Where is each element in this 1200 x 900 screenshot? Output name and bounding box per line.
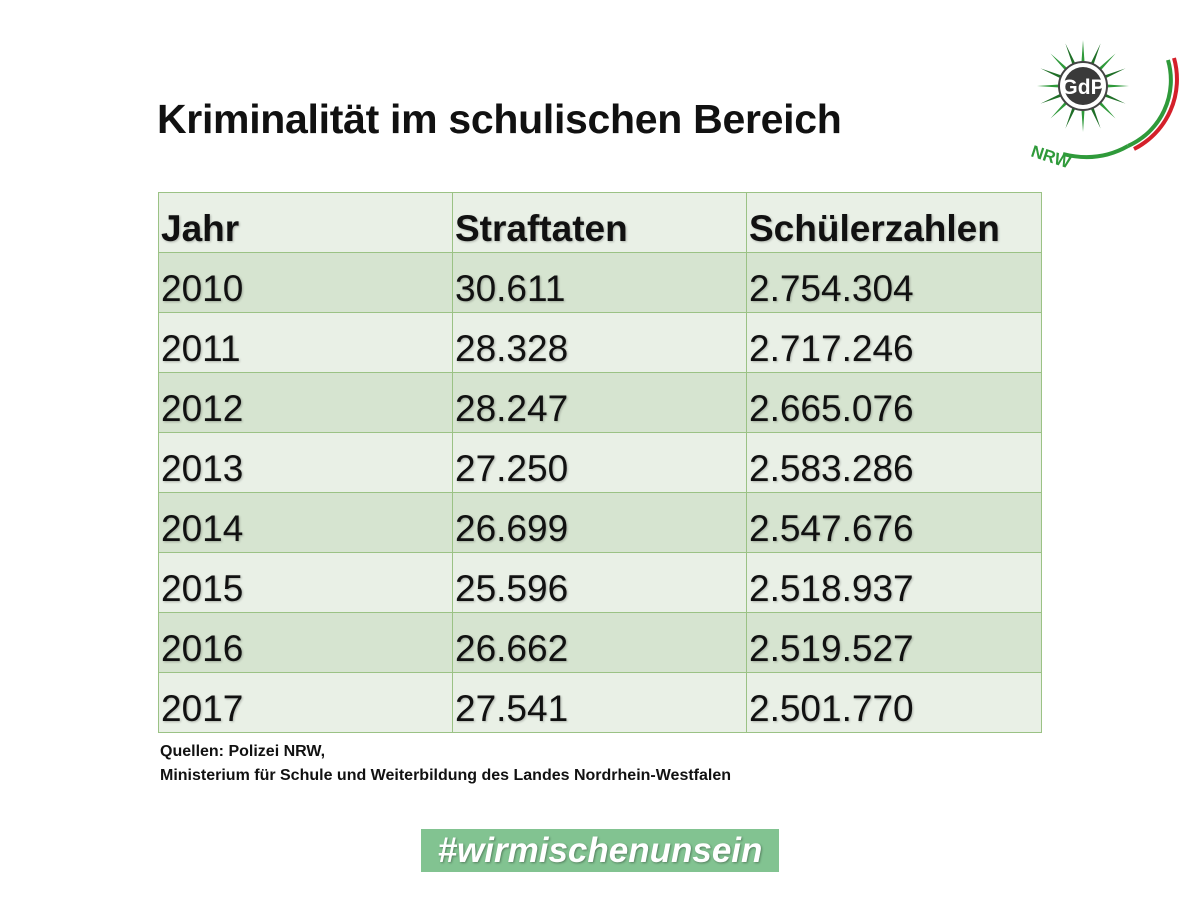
source-notes: Quellen: Polizei NRW, Ministerium für Sc… xyxy=(160,740,731,788)
table-row: 2016 26.662 2.519.527 xyxy=(158,612,1042,673)
cell-year: 2012 xyxy=(158,372,453,433)
cell-students: 2.665.076 xyxy=(746,372,1042,433)
police-star-logo-icon: GdP NRW xyxy=(1029,40,1179,173)
cell-offenses: 27.250 xyxy=(452,432,747,493)
table-row: 2017 27.541 2.501.770 xyxy=(158,672,1042,733)
header-offenses: Straftaten xyxy=(452,192,747,253)
table-row: 2013 27.250 2.583.286 xyxy=(158,432,1042,493)
cell-year: 2010 xyxy=(158,252,453,313)
table-row: 2015 25.596 2.518.937 xyxy=(158,552,1042,613)
table-row: 2011 28.328 2.717.246 xyxy=(158,312,1042,373)
star-ray xyxy=(1065,43,1078,69)
cell-offenses: 26.699 xyxy=(452,492,747,553)
star-ray xyxy=(1088,43,1101,69)
cell-students: 2.518.937 xyxy=(746,552,1042,613)
star-ray xyxy=(1100,68,1126,81)
table-header-row: Jahr Straftaten Schülerzahlen xyxy=(158,192,1042,253)
table-row: 2010 30.611 2.754.304 xyxy=(158,252,1042,313)
star-ray xyxy=(1095,98,1116,119)
logo-monogram: GdP xyxy=(1061,76,1104,99)
star-ray xyxy=(1065,103,1078,129)
cell-year: 2017 xyxy=(158,672,453,733)
source-line-ministry: Ministerium für Schule und Weiterbildung… xyxy=(160,767,732,784)
logo-region-label: NRW xyxy=(1029,142,1074,173)
cell-offenses: 28.247 xyxy=(452,372,747,433)
star-ray xyxy=(1037,84,1064,88)
cell-students: 2.754.304 xyxy=(746,252,1042,313)
cell-offenses: 25.596 xyxy=(452,552,747,613)
cell-year: 2016 xyxy=(158,612,453,673)
cell-year: 2013 xyxy=(158,432,453,493)
cell-offenses: 26.662 xyxy=(452,612,747,673)
slide-title: Kriminalität im schulischen Bereich xyxy=(157,96,842,142)
cell-year: 2015 xyxy=(158,552,453,613)
star-ray xyxy=(1095,53,1116,74)
cell-students: 2.547.676 xyxy=(746,492,1042,553)
cell-offenses: 30.611 xyxy=(452,252,747,313)
logo-arc-green xyxy=(1127,59,1173,148)
star-ray xyxy=(1050,98,1071,119)
star-ray xyxy=(1050,53,1071,74)
header-year: Jahr xyxy=(158,192,453,253)
crime-statistics-table: Jahr Straftaten Schülerzahlen 2010 30.61… xyxy=(158,192,1042,733)
cell-year: 2014 xyxy=(158,492,453,553)
cell-students: 2.717.246 xyxy=(746,312,1042,373)
star-ray xyxy=(1040,91,1066,104)
star-ray xyxy=(1088,103,1101,129)
cell-offenses: 28.328 xyxy=(452,312,747,373)
star-ray xyxy=(1102,84,1129,88)
table-row: 2014 26.699 2.547.676 xyxy=(158,492,1042,553)
cell-year: 2011 xyxy=(158,312,453,373)
cell-offenses: 27.541 xyxy=(452,672,747,733)
logo-arc-red xyxy=(1133,57,1179,151)
campaign-hashtag: #wirmischenunsein xyxy=(421,829,779,872)
star-center xyxy=(1064,67,1102,105)
source-line-police: Quellen: Polizei NRW, xyxy=(160,743,326,760)
table-row: 2012 28.247 2.665.076 xyxy=(158,372,1042,433)
star-ray xyxy=(1100,91,1126,104)
star-ray xyxy=(1040,68,1066,81)
cell-students: 2.501.770 xyxy=(746,672,1042,733)
cell-students: 2.583.286 xyxy=(746,432,1042,493)
star-ray xyxy=(1081,105,1085,132)
cell-students: 2.519.527 xyxy=(746,612,1042,673)
header-students: Schülerzahlen xyxy=(746,192,1042,253)
star-ray xyxy=(1081,40,1085,67)
gdp-nrw-logo: GdP NRW xyxy=(1018,18,1188,178)
